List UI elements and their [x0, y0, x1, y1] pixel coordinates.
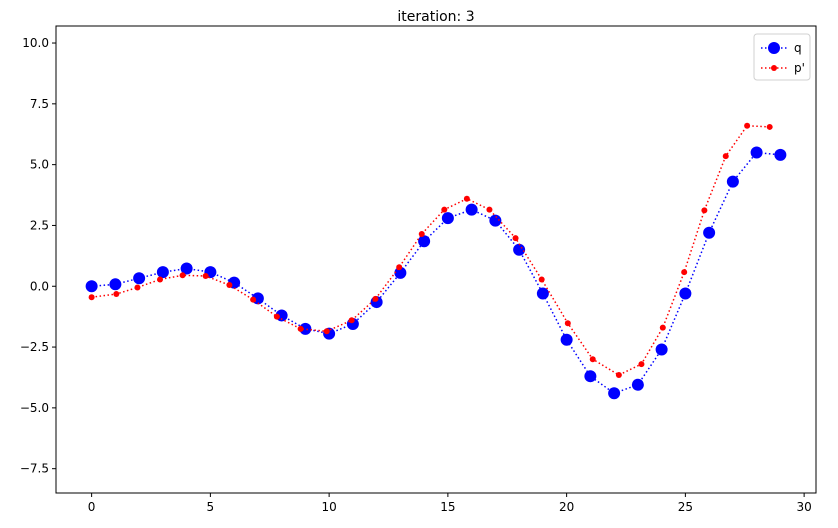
data-point: [679, 287, 692, 300]
data-point: [156, 266, 169, 279]
plot-area: [85, 122, 787, 400]
y-tick-label: 5.0: [30, 158, 49, 172]
data-point: [463, 195, 470, 202]
y-tick-label: 7.5: [30, 97, 49, 111]
data-point: [299, 322, 312, 335]
legend-marker: [771, 65, 777, 71]
data-point: [348, 317, 355, 324]
data-point: [109, 278, 122, 291]
data-point: [250, 296, 257, 303]
y-tick-label: −7.5: [20, 462, 49, 476]
data-point: [202, 273, 209, 280]
legend-box: [753, 33, 811, 81]
data-point: [774, 148, 787, 161]
series-q: [85, 146, 787, 400]
legend-entry: q: [761, 41, 802, 55]
y-tick-label: −5.0: [20, 401, 49, 415]
data-point: [441, 206, 448, 213]
x-tick-label: 20: [559, 500, 574, 514]
data-point: [766, 123, 773, 130]
chart-title: iteration: 3: [397, 9, 474, 25]
data-point: [750, 146, 763, 159]
data-point: [85, 280, 98, 293]
data-point: [486, 206, 493, 213]
data-point: [564, 320, 571, 327]
x-axis: 0 5 10 15 20 25 30: [88, 493, 812, 514]
data-point: [538, 276, 545, 283]
legend: q p': [753, 33, 811, 81]
data-point: [615, 372, 622, 379]
data-point: [659, 324, 666, 331]
legend-label: p': [794, 61, 805, 75]
data-point: [726, 175, 739, 188]
data-point: [703, 226, 716, 239]
data-point: [722, 153, 729, 160]
y-axis: −7.5 −5.0 −2.5 0.0 2.5 5.0 7.5 10.0: [20, 36, 56, 476]
plot-frame: [55, 25, 817, 494]
data-point: [273, 313, 280, 320]
legend-marker: [768, 42, 780, 54]
data-point: [512, 235, 519, 242]
x-tick-label: 30: [796, 500, 811, 514]
data-point: [536, 287, 549, 300]
data-point: [418, 235, 431, 248]
x-tick-label: 10: [321, 500, 336, 514]
data-point: [681, 269, 688, 276]
data-point: [134, 284, 141, 291]
series-line: [91, 124, 770, 376]
series-line: [91, 151, 781, 395]
legend-label: q: [794, 41, 802, 55]
data-point: [113, 291, 120, 298]
data-point: [372, 295, 379, 302]
series-p-prime: [88, 122, 773, 379]
data-point: [133, 272, 146, 285]
data-point: [465, 203, 478, 216]
data-point: [396, 264, 403, 271]
x-tick-label: 15: [440, 500, 455, 514]
y-tick-label: 10.0: [22, 36, 49, 50]
data-point: [394, 266, 407, 279]
data-point: [560, 333, 573, 346]
y-tick-label: 2.5: [30, 218, 49, 232]
x-tick-label: 5: [207, 500, 215, 514]
data-point: [589, 356, 596, 363]
data-point: [418, 230, 425, 237]
x-tick-label: 0: [88, 500, 96, 514]
y-tick-label: −2.5: [20, 340, 49, 354]
data-point: [638, 361, 645, 368]
data-point: [226, 282, 233, 289]
data-point: [179, 272, 186, 279]
y-tick-label: 0.0: [30, 279, 49, 293]
legend-entry: p': [761, 61, 805, 75]
data-point: [655, 343, 668, 356]
data-point: [701, 207, 708, 214]
data-point: [180, 262, 193, 275]
data-point: [441, 212, 454, 225]
data-point: [323, 328, 330, 335]
data-point: [584, 370, 597, 383]
data-point: [157, 276, 164, 283]
data-point: [608, 387, 621, 400]
x-tick-label: 25: [678, 500, 693, 514]
data-point: [297, 325, 304, 332]
data-point: [744, 122, 751, 129]
data-point: [513, 243, 526, 256]
data-point: [631, 378, 644, 391]
data-point: [88, 294, 95, 301]
data-point: [489, 214, 502, 227]
